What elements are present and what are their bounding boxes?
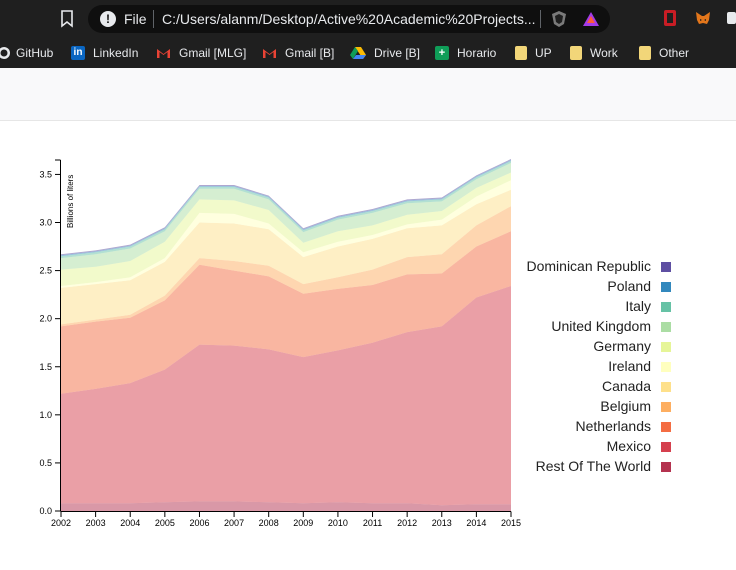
area-rest-of-the-world [61, 501, 511, 511]
legend-label: Italy [625, 298, 651, 314]
x-tick-label: 2012 [397, 518, 417, 528]
x-tick-label: 2010 [328, 518, 348, 528]
x-tick-label: 2003 [86, 518, 106, 528]
address-scheme-label: File [124, 11, 147, 27]
area-united-kingdom [61, 162, 511, 270]
legend-swatch [661, 442, 671, 452]
x-tick-label: 2006 [189, 518, 209, 528]
legend-label: Rest Of The World [535, 458, 651, 474]
extension-partial-icon[interactable] [726, 9, 736, 27]
chart-axes: 0.0 0.5 1.0 1.5 2.0 2.5 3.0 3.5 2002 2003 2004 2005… [39, 159, 521, 528]
brave-shield-icon[interactable] [550, 10, 568, 28]
legend-swatch [661, 402, 671, 412]
bookmark-github[interactable]: GitHub [0, 45, 53, 61]
x-tick-label: 2002 [51, 518, 71, 528]
bookmark-label: GitHub [16, 46, 54, 60]
legend-swatch [661, 342, 671, 352]
bookmark-label: Gmail [B] [285, 46, 335, 60]
x-tick-label: 2009 [293, 518, 313, 528]
bookmark-gmail-b[interactable]: Gmail [B] [262, 45, 334, 61]
y-tick-label: 1.5 [39, 362, 52, 372]
area-netherlands [61, 231, 511, 394]
bookmark-gmail-mlg[interactable]: Gmail [MLG] [156, 45, 246, 61]
brave-rewards-icon[interactable] [582, 10, 600, 28]
address-bar[interactable]: ! File C:/Users/alanm/Desktop/Active%20A… [88, 5, 610, 33]
x-tick-label: 2004 [120, 518, 140, 528]
bookmark-folder-other[interactable]: Other [639, 45, 689, 61]
sheets-icon: + [435, 46, 449, 60]
area-germany [61, 172, 511, 286]
x-tick-label: 2013 [432, 518, 452, 528]
gmail-icon [263, 49, 276, 58]
bookmark-horario[interactable]: + Horario [435, 45, 496, 61]
area-mexico [61, 286, 511, 506]
bookmark-drive[interactable]: Drive [B] [350, 45, 420, 61]
bookmark-page-icon[interactable] [60, 10, 74, 28]
y-tick-label: 1.0 [39, 410, 52, 420]
area-belgium [61, 206, 511, 327]
x-tick-label: 2014 [466, 518, 486, 528]
area-canada [61, 189, 511, 325]
bookmark-label: Drive [B] [374, 46, 421, 60]
folder-icon [515, 46, 527, 60]
bookmark-label: Other [659, 46, 690, 60]
y-tick-label: 0.0 [39, 506, 52, 516]
address-url[interactable]: C:/Users/alanm/Desktop/Active%20Academic… [162, 11, 536, 27]
bookmarks-bar [0, 38, 736, 68]
bookmark-linkedin[interactable]: in LinkedIn [71, 45, 138, 61]
legend-swatch [661, 322, 671, 332]
folder-icon [639, 46, 651, 60]
y-tick-label: 2.0 [39, 314, 52, 324]
github-icon [0, 47, 10, 59]
bookmark-label: LinkedIn [93, 46, 139, 60]
x-tick-label: 2015 [501, 518, 521, 528]
x-tick-label: 2005 [155, 518, 175, 528]
folder-icon [570, 46, 582, 60]
extension-red-icon[interactable] [662, 9, 678, 27]
legend-label: Poland [607, 278, 651, 294]
legend-swatch [661, 362, 671, 372]
x-tick-label: 2007 [224, 518, 244, 528]
legend-swatch [661, 302, 671, 312]
bookmark-label: Horario [457, 46, 497, 60]
gmail-icon [157, 49, 170, 58]
legend-label: United Kingdom [551, 318, 651, 334]
bookmark-folder-work[interactable]: Work [570, 45, 618, 61]
bookmark-folder-up[interactable]: UP [515, 45, 552, 61]
y-tick-label: 0.5 [39, 458, 52, 468]
legend-swatch [661, 462, 671, 472]
bookmark-label: Gmail [MLG] [179, 46, 247, 60]
y-tick-label: 2.5 [39, 266, 52, 276]
legend-label: Germany [593, 338, 651, 354]
browser-title-bar: ! File C:/Users/alanm/Desktop/Active%20A… [0, 0, 736, 38]
page-header-band [0, 68, 736, 121]
linkedin-icon: in [71, 46, 85, 60]
drive-icon [350, 47, 366, 59]
y-axis-label: Billions of liters [66, 175, 75, 228]
metamask-icon[interactable] [694, 9, 712, 27]
legend-label: Belgium [600, 398, 651, 414]
legend-label: Ireland [608, 358, 651, 374]
chart-areas [61, 159, 511, 511]
legend-label: Netherlands [575, 418, 652, 434]
y-tick-label: 3.5 [39, 169, 52, 179]
legend-label: Canada [601, 378, 651, 394]
address-divider-right [540, 10, 541, 28]
legend-swatch [661, 382, 671, 392]
x-tick-label: 2011 [363, 518, 382, 528]
bookmark-label: UP [535, 46, 552, 60]
legend-swatch [661, 282, 671, 292]
legend-swatch [661, 422, 671, 432]
bookmark-label: Work [590, 46, 618, 60]
y-tick-label: 3.0 [39, 218, 52, 228]
x-tick-label: 2008 [259, 518, 279, 528]
legend-label: Dominican Republic [526, 258, 651, 274]
legend-swatch [661, 262, 671, 272]
info-icon[interactable]: ! [100, 11, 116, 27]
address-divider [153, 10, 154, 28]
legend-label: Mexico [606, 438, 651, 454]
